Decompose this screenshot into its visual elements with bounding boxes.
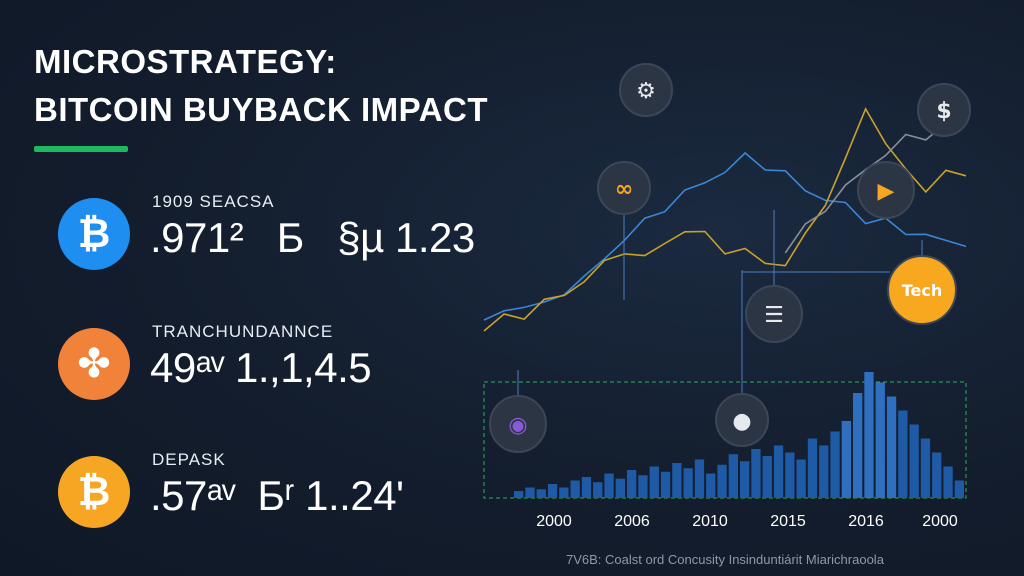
bar (649, 466, 659, 498)
planet-icon-glyph: ◉ (508, 413, 527, 438)
bar (672, 463, 682, 498)
eye-icon-glyph: ● (732, 409, 751, 434)
bar (819, 445, 829, 498)
x-tick-label: 2015 (770, 513, 806, 530)
dollar-icon-glyph: $ (936, 99, 951, 124)
bar (773, 445, 784, 498)
bar (920, 438, 931, 498)
x-tick-label: 2010 (692, 513, 728, 530)
bar (807, 438, 818, 498)
bitcoin-icon: ₿ (58, 456, 130, 528)
bar (683, 468, 693, 498)
robot-icon-glyph: ⚙ (636, 79, 656, 104)
stat-row: ₿ 1909 SEACSA .971² Б §µ 1.23 (58, 192, 475, 272)
page-title: MICROSTRATEGY: BITCOIN BUYBACK IMPACT (34, 38, 488, 134)
stat-label: DEPASK (152, 450, 226, 469)
play-icon-glyph: ▶ (878, 179, 895, 204)
bar (706, 473, 716, 498)
bar (694, 459, 705, 498)
bar-frame (483, 381, 967, 499)
eye-icon (715, 393, 769, 447)
stat-row: ✤ TRANCHUNDANNCE 49ᵃᵛ 1.,1,4.5 (58, 322, 458, 402)
bar (660, 471, 671, 498)
bar (830, 431, 840, 498)
bar (615, 478, 625, 498)
title-line-1: MICROSTRATEGY: (34, 43, 337, 80)
x-tick-label: 2000 (536, 513, 572, 530)
x-tick-label: 2016 (848, 513, 884, 530)
robot-icon (619, 63, 673, 117)
dollar-icon (917, 83, 971, 137)
puzzle-icon: ✤ (58, 328, 130, 400)
bar (570, 480, 580, 498)
stat-value: .57ᵃᵛ Бʳ 1..24' (150, 472, 404, 519)
bar (841, 421, 851, 498)
bar (547, 484, 558, 498)
stat-label: TRANCHUNDANNCE (152, 322, 334, 341)
x-tick-label: 2006 (614, 513, 650, 530)
stat-row: ₿ DEPASK .57ᵃᵛ Бʳ 1..24' (58, 450, 458, 530)
bar (954, 480, 964, 498)
bar (932, 452, 942, 498)
stat-value: 49ᵃᵛ 1.,1,4.5 (150, 344, 372, 391)
bar (785, 452, 795, 498)
bitcoin-icon: ₿ (58, 198, 130, 270)
bar (751, 449, 761, 498)
tech-badge (887, 255, 957, 325)
bar (638, 475, 648, 498)
title-line-2: BITCOIN BUYBACK IMPACT (34, 91, 489, 128)
play-icon (857, 161, 915, 219)
bar (762, 456, 772, 498)
bank-icon (745, 285, 803, 343)
bar (717, 464, 727, 498)
bar (909, 424, 919, 498)
tech-badge-text: Tech (902, 281, 943, 300)
link-icon (597, 161, 651, 215)
bar (627, 470, 637, 498)
bar (536, 489, 546, 498)
bar (898, 410, 908, 498)
chart: ⚙ $ ∞ ▶ Tech ☰ ◉ ● 2000 2006 2010 2015 2016 2000 (483, 63, 971, 530)
bar (943, 466, 953, 498)
stat-value: .971² Б §µ 1.23 (150, 214, 475, 261)
series-line (483, 107, 967, 332)
bar (525, 487, 535, 498)
planet-icon (489, 395, 547, 453)
footer-caption: 7V6B: Coalst ord Concusity Insinduntiári… (566, 552, 884, 567)
x-tick-label: 2000 (922, 513, 958, 530)
bar (604, 473, 614, 498)
bar (559, 487, 569, 498)
link-icon-glyph: ∞ (615, 177, 633, 202)
bar (875, 382, 885, 498)
title-accent-bar (34, 146, 128, 152)
bank-icon-glyph: ☰ (764, 303, 784, 328)
stat-label: 1909 SEACSA (152, 192, 275, 211)
bar (593, 482, 603, 498)
bar (728, 454, 738, 498)
bar (581, 477, 592, 498)
bar (514, 491, 524, 498)
bar (886, 396, 897, 498)
bar (864, 372, 874, 498)
bar (796, 459, 806, 498)
bar (740, 461, 750, 498)
bar (853, 393, 863, 498)
